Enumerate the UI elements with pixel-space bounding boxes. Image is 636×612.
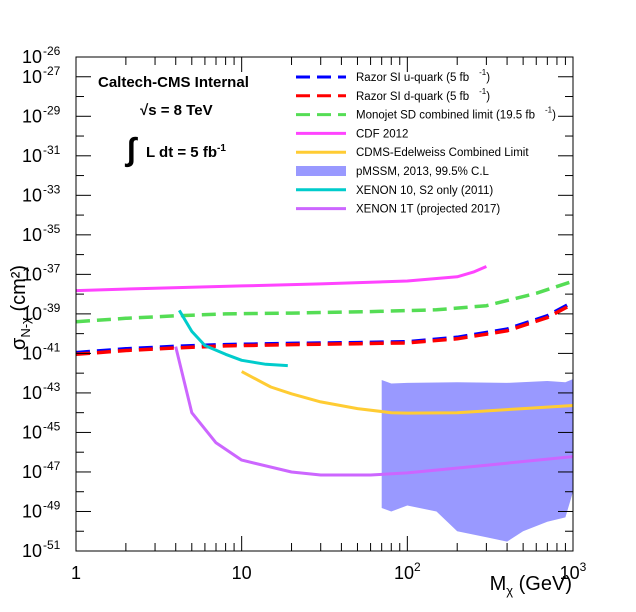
- series-line-4: [240, 370, 573, 415]
- legend: Razor SI u-quark (5 fb -1) Razor SI d-quar…: [296, 68, 556, 216]
- y-tick-label: 10-49: [22, 498, 61, 521]
- legend-swatch: [296, 166, 346, 176]
- y-tick-label: 10-47: [22, 459, 61, 482]
- tick-labels: 1 10 102 103 10-51 10-49 10-47 10-45 10-43 10-41 1…: [22, 44, 587, 583]
- legend-label: XENON 10, S2 only (2011): [356, 185, 493, 197]
- plot-frame: [75, 56, 574, 552]
- y-tick-label: 10-27: [22, 64, 61, 87]
- series-layer: [76, 265, 573, 542]
- y-tick-label: 10-26: [22, 44, 61, 67]
- series-line-2: [76, 279, 573, 324]
- series-line-6: [178, 309, 288, 368]
- y-tick-label: 10-39: [22, 301, 61, 324]
- series-line-0: [76, 300, 573, 355]
- legend-label: CDMS-Edelweiss Combined Limit: [356, 147, 529, 159]
- axis-ticks: [75, 56, 573, 552]
- y-tick-label: 10-41: [22, 340, 61, 363]
- y-axis-title: σN-χ (cm²): [8, 265, 33, 350]
- x-tick-label: 103: [560, 560, 587, 583]
- y-tick-label: 10-31: [22, 143, 61, 166]
- legend-label: CDF 2012: [356, 128, 408, 140]
- y-tick-label: 10-29: [22, 103, 61, 126]
- integral-symbol: ∫: [124, 131, 138, 168]
- x-tick-label: 102: [394, 560, 421, 583]
- x-tick-label: 10: [232, 563, 252, 583]
- legend-label: Monojet SD combined limit (19.5 fb -1): [356, 106, 556, 122]
- experiment-label: Caltech-CMS Internal: [98, 74, 249, 91]
- y-tick-label: 10-51: [22, 538, 61, 561]
- x-axis-title: Mχ (GeV): [490, 573, 572, 598]
- series-line-7: [174, 346, 573, 477]
- legend-label: Razor SI d-quark (5 fb -1): [356, 87, 490, 103]
- y-tick-label: 10-45: [22, 419, 61, 442]
- legend-label: pMSSM, 2013, 99.5% C.L: [356, 166, 490, 178]
- series-line-3: [76, 265, 487, 293]
- y-tick-label: 10-33: [22, 182, 61, 205]
- y-tick-label: 10-35: [22, 222, 61, 245]
- y-tick-label: 10-43: [22, 380, 61, 403]
- x-tick-label: 1: [71, 563, 81, 583]
- luminosity-label: L dt = 5 fb-1: [146, 143, 226, 161]
- energy-label: √s = 8 TeV: [140, 102, 213, 119]
- legend-label: XENON 1T (projected 2017): [356, 204, 500, 216]
- series-line-1: [76, 302, 573, 357]
- series-band-pmssm: [381, 379, 573, 542]
- y-tick-label: 10-37: [22, 261, 61, 284]
- legend-label: Razor SI u-quark (5 fb -1): [356, 68, 490, 84]
